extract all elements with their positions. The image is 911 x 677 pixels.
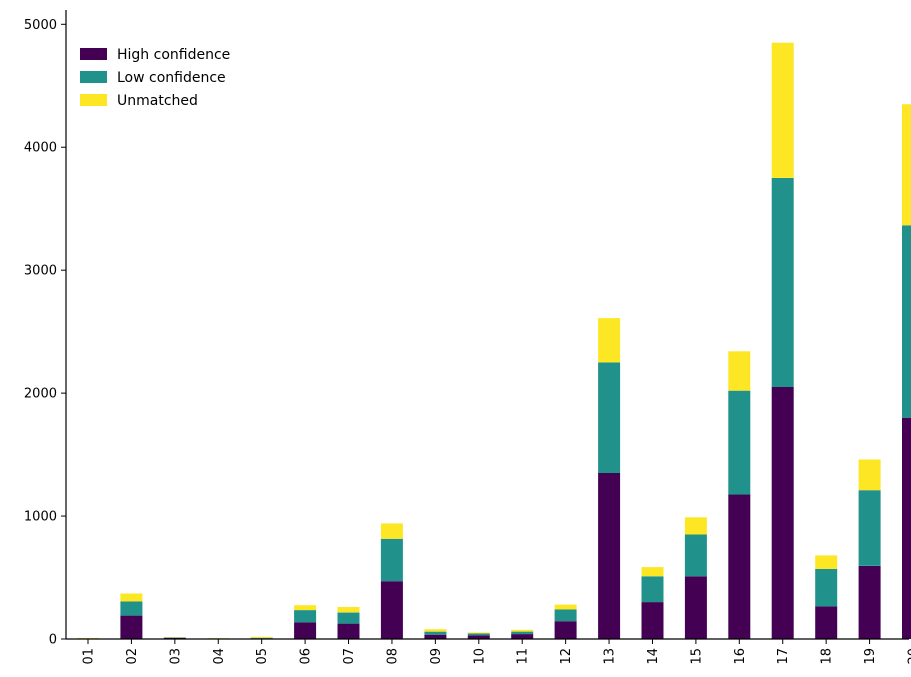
x-tick-label: 04 — [212, 648, 227, 665]
x-tick-label: 03 — [168, 648, 183, 665]
x-tick-label: 17 — [776, 648, 791, 665]
bar-02-series-1 — [120, 615, 143, 639]
bar-19-series-3 — [858, 459, 881, 491]
x-tick-label: 14 — [646, 648, 661, 665]
x-tick-label: 16 — [733, 648, 748, 665]
legend-label-3: Unmatched — [117, 93, 198, 109]
legend: High confidence Low confidence Unmatched — [80, 47, 230, 109]
x-tick-label: 06 — [299, 648, 314, 665]
bar-16-series-2 — [728, 390, 751, 495]
bar-06-series-2 — [294, 610, 317, 623]
bar-15-series-1 — [684, 576, 707, 639]
bar-11-series-2 — [511, 631, 534, 635]
bar-17-series-2 — [771, 178, 794, 387]
x-tick-label: 07 — [342, 648, 357, 665]
bar-09-series-2 — [424, 631, 447, 635]
x-tick-label: 18 — [820, 648, 835, 665]
bar-02-series-2 — [120, 601, 143, 616]
legend-label-2: Low confidence — [117, 70, 226, 86]
x-tick-label: 11 — [516, 648, 531, 665]
bar-17-series-1 — [771, 387, 794, 639]
bar-14-series-2 — [641, 576, 664, 603]
bar-12-series-1 — [554, 621, 577, 639]
bar-07-series-2 — [337, 612, 360, 624]
legend-swatch-1 — [80, 48, 107, 60]
legend-label-1: High confidence — [117, 47, 230, 63]
y-tick-label: 0 — [49, 633, 57, 648]
x-tick-label: 10 — [472, 648, 487, 665]
bar-02-series-3 — [120, 593, 143, 602]
x-tick-label: 09 — [429, 648, 444, 665]
bars-group — [77, 42, 911, 639]
bar-14-series-1 — [641, 602, 664, 639]
bar-20-series-3 — [902, 104, 911, 226]
bar-13-series-3 — [598, 318, 621, 363]
x-tick-label: 02 — [125, 648, 140, 665]
x-tick-label: 19 — [863, 648, 878, 665]
bar-14-series-3 — [641, 567, 664, 577]
bar-15-series-3 — [684, 517, 707, 535]
bar-16-series-1 — [728, 494, 751, 639]
bar-20-series-2 — [902, 225, 911, 418]
bar-17-series-3 — [771, 42, 794, 178]
bar-03-series-2 — [163, 637, 186, 638]
bar-12-series-3 — [554, 604, 577, 610]
bar-08-series-1 — [380, 581, 403, 639]
bar-07-series-1 — [337, 623, 360, 639]
legend-swatch-3 — [80, 94, 107, 106]
bar-10-series-1 — [467, 635, 490, 639]
bar-11-series-3 — [511, 629, 534, 632]
legend-swatch-2 — [80, 71, 107, 83]
bar-20-series-1 — [902, 417, 911, 639]
x-tick-label: 20 — [907, 648, 911, 665]
bar-12-series-2 — [554, 609, 577, 622]
bar-07-series-3 — [337, 607, 360, 613]
y-tick-label: 1000 — [24, 510, 57, 525]
bar-11-series-1 — [511, 634, 534, 639]
x-tick-label: 05 — [255, 648, 270, 665]
bar-18-series-1 — [815, 606, 838, 639]
bar-06-series-3 — [294, 605, 317, 611]
bar-13-series-2 — [598, 362, 621, 473]
y-tick-label: 3000 — [24, 264, 57, 279]
bar-08-series-3 — [380, 523, 403, 539]
x-tick-label: 12 — [559, 648, 574, 665]
x-tick-label: 08 — [385, 648, 400, 665]
bar-19-series-2 — [858, 490, 881, 566]
bar-18-series-3 — [815, 555, 838, 569]
bar-06-series-1 — [294, 622, 317, 639]
y-tick-label: 5000 — [24, 18, 57, 33]
x-tick-label: 15 — [689, 648, 704, 665]
bar-13-series-1 — [598, 473, 621, 639]
x-tick-label: 01 — [82, 648, 97, 665]
bar-05-series-3 — [250, 636, 273, 638]
bar-19-series-1 — [858, 565, 881, 639]
y-tick-label: 2000 — [24, 387, 57, 402]
bar-16-series-3 — [728, 351, 751, 391]
bar-08-series-2 — [380, 538, 403, 582]
bar-09-series-1 — [424, 634, 447, 639]
bar-10-series-3 — [467, 632, 490, 634]
bar-10-series-2 — [467, 633, 490, 636]
y-tick-label: 4000 — [24, 141, 57, 156]
axes-group: 0 1000 2000 3000 4000 5000 01 02 03 04 05 06 07 08 09 1… — [24, 10, 911, 665]
bar-15-series-2 — [684, 534, 707, 577]
bar-18-series-2 — [815, 568, 838, 607]
bar-09-series-3 — [424, 629, 447, 632]
x-tick-label: 13 — [603, 648, 618, 665]
bar-05-series-2 — [250, 637, 273, 639]
